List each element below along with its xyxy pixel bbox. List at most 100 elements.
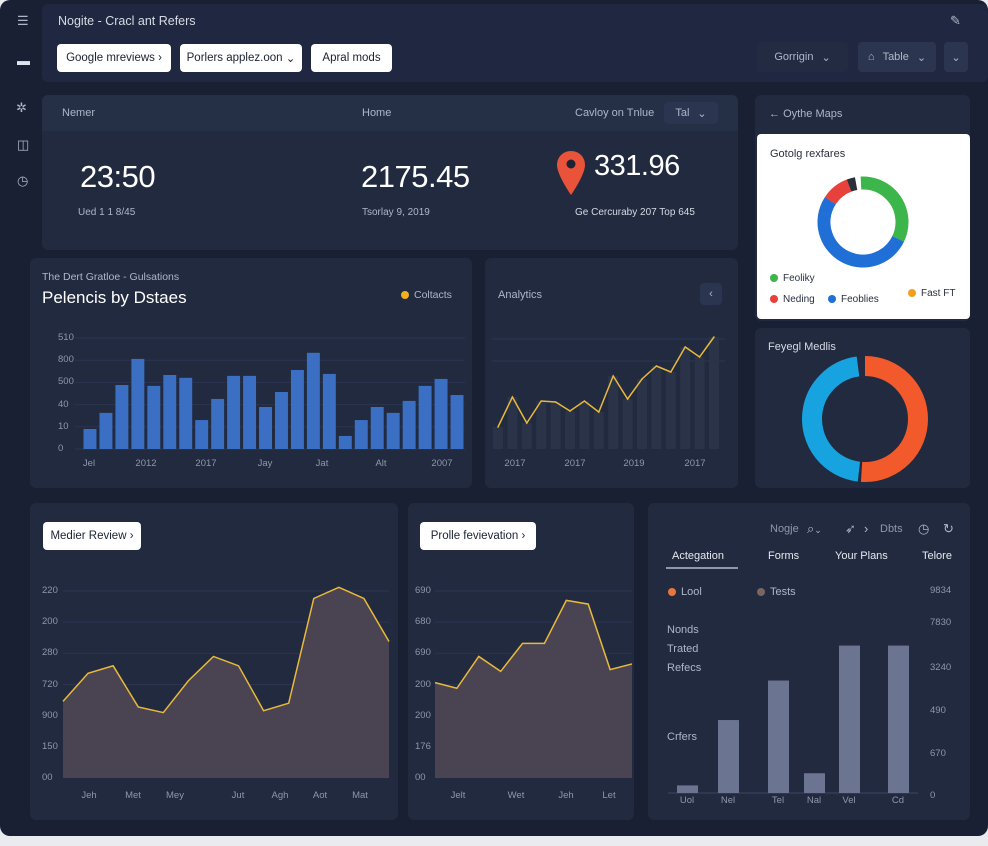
x-tick-label: 2019 — [623, 458, 645, 469]
chevron-left-icon: ‹ — [709, 288, 713, 300]
legend-item: Lool — [668, 586, 702, 598]
x-tick-label: Met — [125, 790, 141, 801]
porlers-dropdown[interactable]: Porlers applez.oon ⌄ — [180, 44, 302, 72]
x-tick-label: 2012 — [135, 458, 157, 469]
globe-icon[interactable]: ✲ — [16, 100, 27, 115]
y-tick-label: 9834 — [930, 585, 952, 596]
bar-chart-panel — [30, 258, 472, 488]
row-label: Nonds — [667, 624, 699, 636]
y-tick-label: 510 — [58, 332, 74, 343]
chevron-right-icon[interactable]: › — [864, 521, 869, 536]
x-tick-label: Mat — [352, 790, 368, 801]
maps-header[interactable]: ← Oythe Maps — [769, 108, 843, 120]
collapse-button[interactable]: ‹ — [700, 283, 722, 305]
cursor-icon[interactable]: ➶ — [845, 521, 856, 536]
edit-icon[interactable]: ✎ — [950, 13, 961, 28]
kpi-subtext: Ge Cercuraby 207 Top 645 — [575, 207, 695, 218]
x-tick-label: 2017 — [564, 458, 586, 469]
x-tick-label: Vel — [842, 795, 856, 806]
x-tick-label: Jelt — [450, 790, 466, 801]
y-tick-label: 0 — [58, 443, 64, 454]
y-tick-label: 176 — [415, 740, 431, 752]
y-tick-label: 7830 — [930, 617, 952, 628]
y-tick-label: 720 — [42, 678, 58, 690]
evaluation-chart-panel — [408, 503, 634, 820]
x-tick-label: Mey — [166, 790, 184, 801]
legend-item: Feoblies — [828, 294, 879, 305]
evaluation-button[interactable]: Prolle fevievation › — [420, 522, 536, 550]
row-label: Trated — [667, 643, 699, 655]
x-tick-label: 2007 — [431, 458, 453, 469]
search-icon[interactable]: ⌕⌄ — [807, 521, 822, 536]
x-tick-label: Jut — [231, 790, 245, 801]
apral-mods-button[interactable]: Apral mods — [311, 44, 392, 72]
y-tick-label: 40 — [58, 398, 69, 410]
y-tick-label: 690 — [415, 647, 431, 659]
table-select[interactable]: ⌂ Table ⌄ — [858, 42, 936, 72]
x-tick-label: 2017 — [504, 458, 526, 469]
google-reviews-button[interactable]: Google mreviews › — [57, 44, 171, 72]
kpi-value: 331.96 — [594, 150, 680, 182]
origin-select[interactable]: Gorrigin ⌄ — [757, 42, 848, 72]
row-label: Refecs — [667, 662, 702, 674]
y-tick-label: 150 — [42, 740, 58, 752]
x-tick-label: Aot — [312, 790, 328, 801]
row-label: Crfers — [667, 731, 697, 743]
kpi-filter-select[interactable]: Tal ⌄ — [664, 102, 718, 124]
x-tick-label: Jel — [82, 458, 96, 469]
x-tick-label: Tel — [771, 795, 785, 806]
app-title: Nogite - Cracl ant Refers — [58, 14, 196, 28]
x-tick-label: 2017 — [684, 458, 706, 469]
chart-title: Pelencis by Dstaes — [42, 288, 187, 307]
y-tick-label: 3240 — [930, 662, 952, 673]
refresh-icon[interactable]: ↻ — [943, 521, 954, 536]
kpi-label: Home — [362, 107, 392, 119]
maps-card-title: Gotolg rexfares — [770, 148, 846, 160]
legend-item: Feoliky — [770, 273, 815, 284]
lock-icon: ⌂ — [867, 51, 875, 63]
x-tick-label: Jeh — [558, 790, 574, 801]
more-dropdown[interactable]: ⌄ — [944, 42, 968, 72]
y-tick-label: 220 — [42, 585, 58, 596]
y-tick-label: 10 — [58, 420, 69, 432]
active-tab-indicator — [666, 567, 738, 569]
x-tick-label: Wet — [507, 790, 525, 801]
x-tick-label: Jeh — [81, 790, 97, 801]
aggregation-panel — [648, 503, 970, 820]
kpi-header — [42, 95, 738, 131]
y-tick-label: 900 — [42, 709, 58, 721]
toolbar-label: Dbts — [880, 523, 903, 535]
menu-icon[interactable]: ☰ — [17, 13, 29, 28]
kpi-label: Nemer — [62, 107, 96, 119]
y-tick-label: 280 — [42, 647, 58, 659]
x-tick-label: Let — [602, 790, 616, 801]
clock-icon[interactable]: ◷ — [918, 521, 930, 536]
y-tick-label: 00 — [415, 772, 426, 783]
tab-forms[interactable]: Forms — [768, 550, 800, 562]
x-tick-label: Cd — [891, 795, 905, 806]
kpi-label: Cavloy on Tnlue — [575, 107, 655, 119]
y-tick-label: 200 — [415, 709, 431, 721]
kpi-subtext: Tsorlay 9, 2019 — [362, 207, 430, 218]
chart-subtitle: The Dert Gratloe - Gulsations — [42, 271, 180, 283]
medier-review-button[interactable]: Medier Review › — [43, 522, 141, 550]
x-tick-label: Jay — [257, 458, 273, 469]
y-tick-label: 690 — [415, 585, 431, 596]
x-tick-label: Uol — [679, 795, 695, 806]
kpi-value: 23:50 — [80, 159, 156, 194]
clock-icon[interactable]: ◷ — [17, 173, 29, 188]
tab-your-plans[interactable]: Your Plans — [835, 550, 888, 562]
clipboard-icon[interactable]: ◫ — [17, 137, 30, 152]
x-tick-label: Agh — [271, 790, 289, 801]
y-tick-label: 0 — [930, 790, 936, 801]
y-tick-label: 670 — [930, 748, 946, 759]
tab-telore[interactable]: Telore — [922, 550, 952, 562]
window-icon[interactable]: ▬ — [17, 53, 30, 68]
y-tick-label: 00 — [42, 772, 53, 783]
chart-title: Feyegl Medlis — [768, 341, 836, 353]
chevron-down-icon: ⌄ — [821, 51, 831, 64]
tab-aggregation[interactable]: Actegation — [672, 550, 724, 562]
x-tick-label: Nel — [720, 795, 736, 806]
y-tick-label: 500 — [58, 376, 74, 388]
